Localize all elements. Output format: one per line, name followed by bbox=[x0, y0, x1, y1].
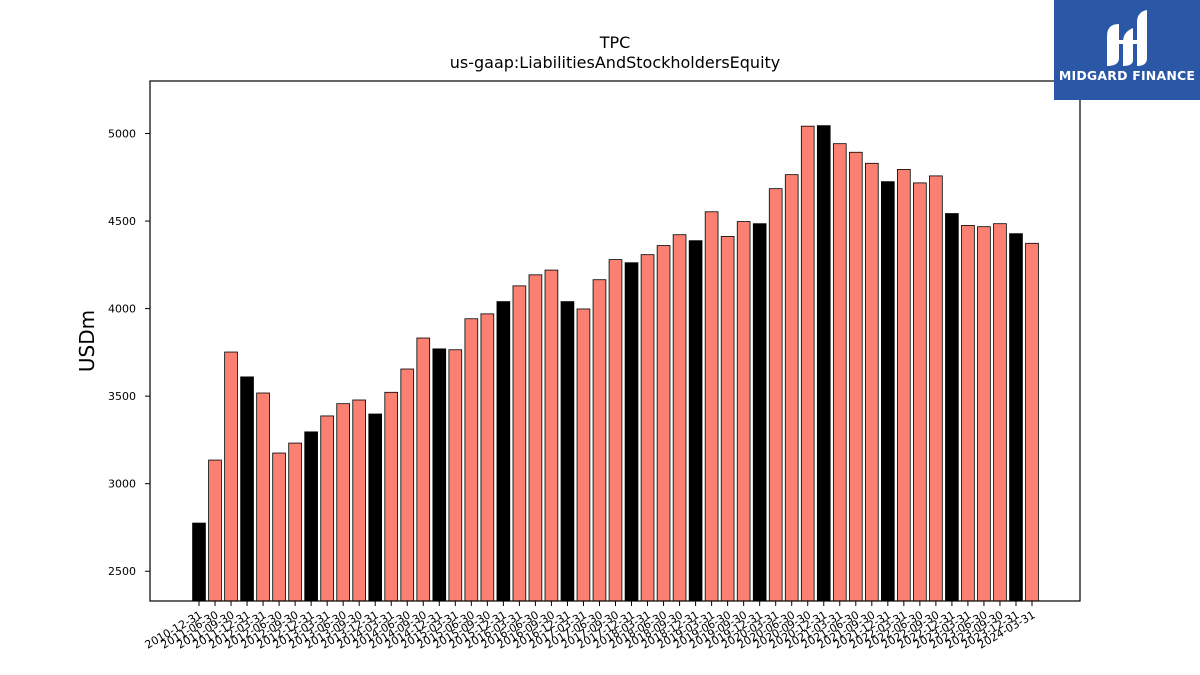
bar-2018-09-30 bbox=[672, 234, 687, 602]
bar-2023-03-31 bbox=[961, 225, 975, 602]
bar-2013-09-30 bbox=[352, 399, 366, 602]
bar-2021-03-31 bbox=[832, 143, 847, 602]
bar-2018-03-31 bbox=[640, 254, 655, 602]
bar-2020-09-30 bbox=[800, 125, 815, 602]
y-tick-label: 4000 bbox=[108, 303, 136, 316]
bar-2019-06-30 bbox=[720, 236, 735, 602]
chart-title: TPC bbox=[599, 33, 631, 52]
bar-2019-12-31 bbox=[752, 223, 767, 602]
bar-2020-12-31 bbox=[816, 125, 831, 602]
bars-group bbox=[192, 125, 1039, 602]
y-ticks-group: 2500 3000 3500 4000 4500 5000 bbox=[108, 128, 150, 578]
bar-2022-06-30 bbox=[913, 182, 927, 602]
bar-2017-03-31 bbox=[576, 308, 591, 602]
bar-2023-06-30 bbox=[977, 226, 991, 602]
bar-2016-12-31 bbox=[560, 301, 575, 602]
bar-2012-03-31 bbox=[256, 392, 270, 602]
bar-2015-03-31 bbox=[448, 349, 463, 602]
bar-2015-12-31 bbox=[496, 301, 511, 602]
y-tick-label: 2500 bbox=[108, 565, 136, 578]
logo-mark-icon bbox=[1107, 10, 1147, 66]
logo-text: MIDGARD FINANCE bbox=[1058, 68, 1196, 83]
chart-subtitle: us-gaap:LiabilitiesAndStockholdersEquity bbox=[450, 53, 781, 72]
bar-2012-09-30 bbox=[288, 442, 302, 602]
bar-2018-06-30 bbox=[656, 245, 671, 602]
y-axis-label: USDm bbox=[75, 310, 99, 372]
x-ticks-group: 2010-12-312011-06-302011-09-302011-12-31… bbox=[143, 601, 1038, 652]
bar-2021-06-30 bbox=[848, 151, 863, 602]
bar-2013-12-31 bbox=[368, 413, 383, 602]
bar-2012-12-31 bbox=[304, 431, 318, 602]
bar-2011-06-30 bbox=[208, 459, 222, 602]
bar-2020-06-30 bbox=[784, 174, 799, 602]
y-tick-label: 3000 bbox=[108, 478, 136, 491]
bar-2019-09-30 bbox=[736, 221, 751, 602]
bar-2012-06-30 bbox=[272, 452, 286, 602]
bar-2020-03-31 bbox=[768, 188, 783, 602]
bar-2024-03-31 bbox=[1025, 242, 1039, 602]
y-tick-label: 4500 bbox=[108, 215, 136, 228]
bar-2021-12-31 bbox=[881, 181, 895, 602]
bar-2015-09-30 bbox=[480, 313, 495, 602]
bar-2017-12-31 bbox=[624, 262, 639, 602]
y-tick-label: 5000 bbox=[108, 128, 136, 141]
bar-2022-09-30 bbox=[929, 175, 943, 602]
bar-2016-03-31 bbox=[512, 285, 527, 602]
bar-2013-06-30 bbox=[336, 403, 350, 602]
bar-2017-06-30 bbox=[592, 279, 607, 602]
bar-2023-09-30 bbox=[993, 223, 1007, 602]
bar-2016-09-30 bbox=[544, 269, 559, 602]
bar-2016-06-30 bbox=[528, 274, 543, 602]
y-tick-label: 3500 bbox=[108, 390, 136, 403]
bar-2011-09-30 bbox=[224, 351, 238, 602]
bar-2015-06-30 bbox=[464, 318, 479, 602]
bar-2023-12-31 bbox=[1009, 233, 1023, 602]
bar-2014-09-30 bbox=[416, 337, 431, 602]
bar-2014-06-30 bbox=[400, 368, 415, 602]
bar-2021-09-30 bbox=[865, 162, 879, 602]
bar-2013-03-31 bbox=[320, 415, 334, 602]
bar-2017-09-30 bbox=[608, 259, 623, 602]
bar-2018-12-31 bbox=[688, 240, 703, 602]
bar-2010-12-31 bbox=[192, 522, 206, 602]
bar-2011-12-31 bbox=[240, 376, 254, 602]
bar-2022-03-31 bbox=[897, 169, 911, 602]
bar-2019-03-31 bbox=[704, 211, 719, 602]
bar-2022-12-31 bbox=[945, 213, 959, 602]
brand-logo: MIDGARD FINANCE bbox=[1054, 0, 1200, 100]
plot-frame bbox=[149, 80, 1081, 602]
bar-2014-12-31 bbox=[432, 348, 447, 602]
bar-2014-03-31 bbox=[384, 391, 399, 602]
